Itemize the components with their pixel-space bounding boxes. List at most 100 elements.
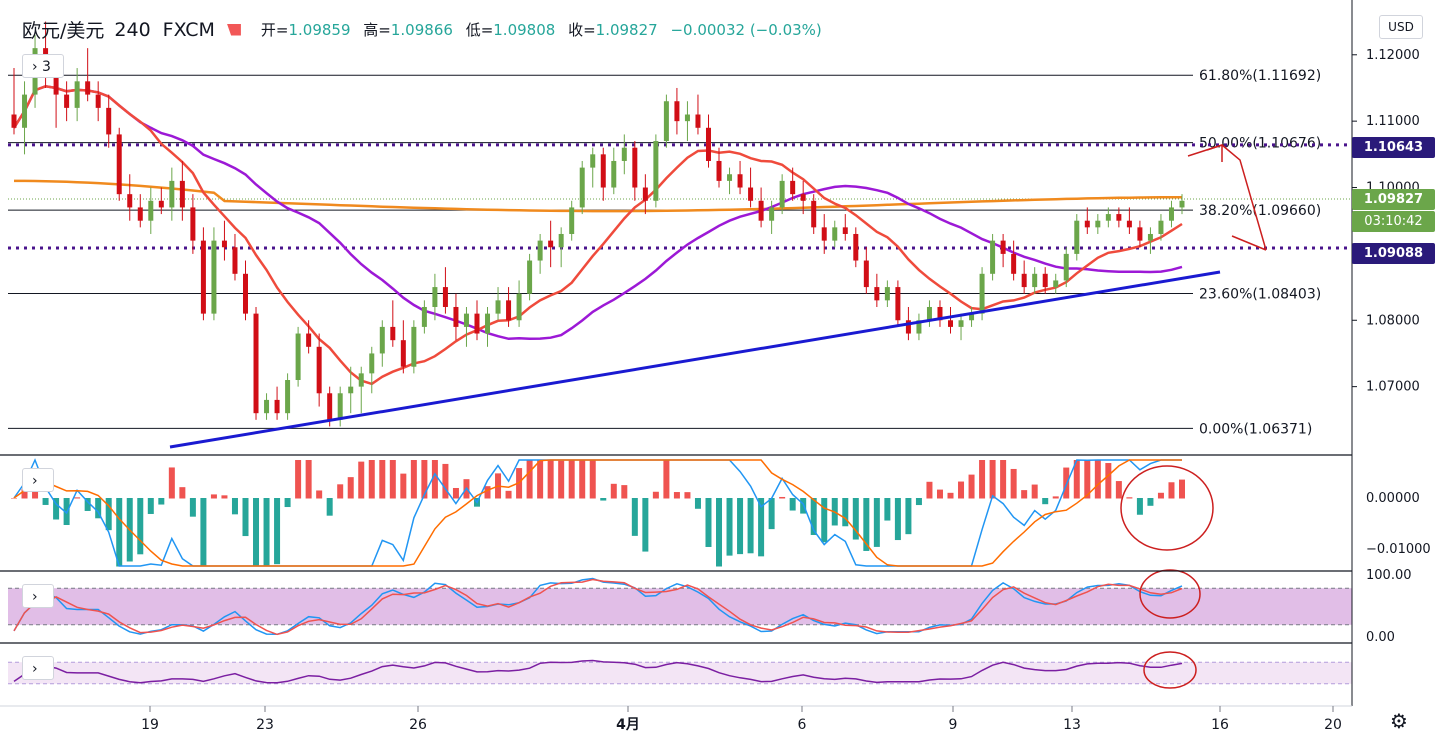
candle-body [811, 200, 817, 228]
time-tick-label: 16 [1211, 717, 1229, 733]
macd-histogram-bar [842, 498, 849, 527]
candle-body [22, 94, 28, 128]
stoch-band [8, 588, 1352, 625]
candle-body [295, 333, 301, 380]
macd-histogram-bar [105, 498, 112, 531]
candle-body [348, 386, 354, 394]
candle-body [611, 160, 617, 188]
currency-button[interactable]: USD [1379, 15, 1423, 39]
macd-histogram-bar [905, 498, 912, 535]
stoch-collapse-button[interactable]: › [22, 584, 54, 608]
candle-body [926, 306, 932, 321]
settings-gear-icon[interactable]: ⚙ [1390, 709, 1408, 733]
candle-body [506, 300, 512, 321]
candle-body [832, 227, 838, 241]
candle-body [337, 393, 343, 420]
macd-histogram-bar [295, 460, 302, 499]
macd-histogram-bar [652, 491, 659, 499]
macd-histogram-bar [1052, 496, 1059, 499]
macd-histogram-bar [368, 460, 375, 499]
candle-body [632, 147, 638, 188]
macd-histogram-bar [631, 498, 638, 536]
rsi-band [8, 662, 1352, 684]
candle-body [95, 94, 101, 108]
macd-histogram-bar [568, 460, 575, 499]
last-price-tag: 1.09827 [1352, 189, 1435, 210]
macd-histogram-bar [821, 498, 828, 543]
ma-red-line [12, 85, 1183, 386]
macd-histogram-bar [1147, 498, 1154, 506]
candle-body [169, 180, 175, 208]
macd-histogram-bar [694, 498, 701, 509]
macd-histogram-bar [747, 498, 754, 554]
candle-body [758, 200, 764, 221]
macd-collapse-button[interactable]: › [22, 468, 54, 492]
macd-histogram-bar [1031, 484, 1038, 499]
candle-body [400, 340, 406, 367]
candle-body [1000, 240, 1006, 254]
candle-body [948, 320, 954, 327]
candle-body [548, 240, 554, 248]
candle-body [1063, 253, 1069, 281]
symbol-name[interactable]: 欧元/美元 [22, 20, 105, 42]
candle-body [127, 194, 133, 208]
candle-body [306, 333, 312, 347]
macd-histogram-bar [210, 494, 217, 499]
fib-level-label: 23.60%(1.08403) [1199, 287, 1321, 303]
candle-body [11, 114, 17, 128]
macd-histogram-bar [358, 461, 365, 499]
macd-histogram-bar [600, 498, 607, 501]
time-tick-label: 20 [1324, 717, 1342, 733]
candle-body [527, 260, 533, 294]
candle-body [190, 207, 196, 241]
rsi-pane [8, 651, 1352, 689]
rsi-collapse-button[interactable]: › [22, 656, 54, 680]
macd-histogram-bar [768, 498, 775, 530]
candle-body [327, 393, 333, 420]
macd-histogram-bar [1042, 498, 1049, 505]
macd-tick-label: −0.01000 [1366, 542, 1431, 557]
macd-histogram-bar [684, 492, 691, 499]
candle-body [1021, 273, 1027, 288]
candle-body [1168, 207, 1174, 221]
macd-histogram-bar [484, 486, 491, 499]
candle-body [569, 207, 575, 234]
macd-histogram-bar [11, 498, 17, 499]
candle-body [1042, 273, 1048, 288]
macd-histogram-bar [431, 460, 438, 499]
macd-histogram-bar [705, 498, 712, 547]
exchange-label: FXCM [162, 18, 215, 41]
macd-histogram-bar [716, 498, 723, 567]
time-tick-label: 6 [798, 717, 807, 733]
candle-body [74, 81, 80, 108]
time-tick-label: 13 [1063, 717, 1081, 733]
candle-body [1053, 280, 1059, 288]
macd-histogram-bar [242, 498, 249, 537]
candle-body [274, 399, 280, 414]
candle-body [358, 373, 364, 387]
macd-histogram-bar [116, 498, 123, 567]
candle-body [442, 287, 448, 307]
candle-body [705, 127, 711, 161]
timeframe-label[interactable]: 240 [114, 18, 151, 41]
macd-histogram-bar [1021, 490, 1028, 499]
candle-body [958, 320, 964, 327]
candle-body [874, 287, 880, 301]
indicators-collapse-button[interactable]: › 3 [22, 54, 64, 78]
candle-body [116, 134, 122, 195]
fib-level-label: 0.00%(1.06371) [1199, 421, 1312, 437]
macd-histogram-bar [442, 463, 449, 499]
candle-body [242, 273, 248, 314]
candle-body [158, 200, 164, 208]
macd-histogram-bar [1157, 492, 1164, 499]
macd-histogram-bar [253, 498, 260, 567]
candle-body [495, 300, 501, 314]
candle-body [916, 320, 922, 334]
macd-histogram-bar [179, 487, 186, 499]
macd-histogram-bar [42, 498, 49, 505]
forecast-arrow-head [1231, 235, 1267, 251]
macd-histogram-bar [326, 498, 333, 516]
macd-histogram-bar [547, 460, 554, 499]
ascending-trendline [169, 270, 1221, 449]
